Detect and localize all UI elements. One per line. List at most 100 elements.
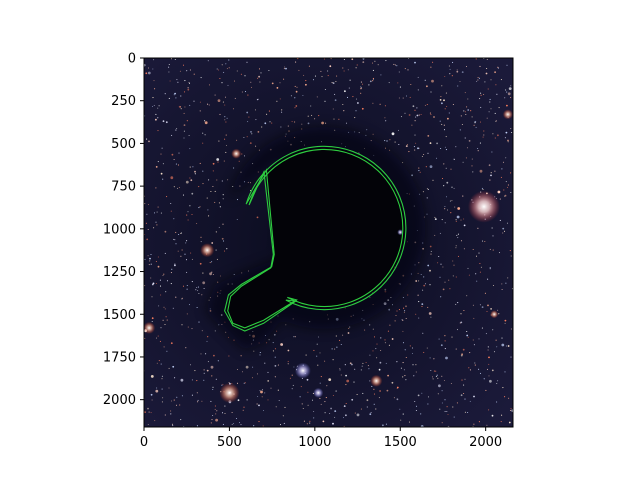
star [294,97,296,99]
star [283,78,285,80]
star [258,404,260,407]
star [194,173,196,175]
star [178,186,180,189]
star [264,122,267,125]
star [217,69,220,71]
star [224,96,227,98]
star [320,376,322,378]
star [475,273,477,275]
star [463,309,465,312]
y-tick-label: 1250 [103,265,136,280]
star [240,355,242,357]
star [231,423,233,426]
star [465,65,468,68]
star [469,369,471,371]
star [150,375,154,378]
star [509,409,512,412]
star [191,394,193,396]
star [489,248,491,250]
star [470,110,472,112]
star [308,65,310,67]
star [427,396,430,398]
star [438,338,440,340]
star [394,141,396,143]
star [170,176,174,180]
star [155,118,157,121]
star [453,264,455,266]
star [200,241,202,243]
star [346,379,350,383]
star [153,104,155,107]
star [268,110,270,112]
star [510,408,512,410]
star [209,262,211,264]
star [486,368,489,370]
star [499,219,501,221]
star [326,385,328,387]
star [464,137,466,139]
star [388,344,390,346]
star [464,411,466,413]
star [501,337,503,339]
star [241,371,244,373]
star [444,340,446,342]
star [219,77,221,80]
star [429,112,431,114]
star [241,91,243,93]
star [402,319,404,321]
star [406,144,408,146]
star [477,227,479,229]
star [232,108,235,110]
star [479,271,481,273]
star [162,178,164,180]
star [343,58,345,61]
star [258,421,260,423]
star [221,412,224,414]
star [479,65,481,67]
star [415,405,418,407]
star [361,107,364,110]
star [200,77,202,79]
star [440,96,442,98]
star [221,384,223,386]
star [373,393,376,395]
star [490,308,492,310]
star [189,177,191,179]
star [449,68,451,70]
star [372,77,374,79]
star [269,121,271,123]
star [145,72,148,75]
star [479,98,481,100]
star [205,353,207,355]
star [161,401,163,403]
star [496,382,498,385]
star [329,412,331,415]
star [466,106,468,108]
star [268,339,270,341]
star [217,281,219,283]
star [226,68,228,70]
star [287,349,290,352]
star [146,138,148,140]
star [380,337,382,339]
star [320,403,322,405]
star [240,73,242,75]
star [162,120,165,123]
star [323,58,326,60]
star [475,58,477,60]
star [472,171,474,173]
star [157,335,159,337]
star [418,167,420,169]
star [455,348,457,350]
star [181,324,183,326]
star [187,219,189,221]
star [186,313,188,315]
star [178,105,181,108]
star [375,408,377,410]
star [345,402,347,405]
star [459,129,461,131]
star [210,190,212,193]
star [324,88,326,91]
star [403,307,405,309]
star [490,172,492,174]
